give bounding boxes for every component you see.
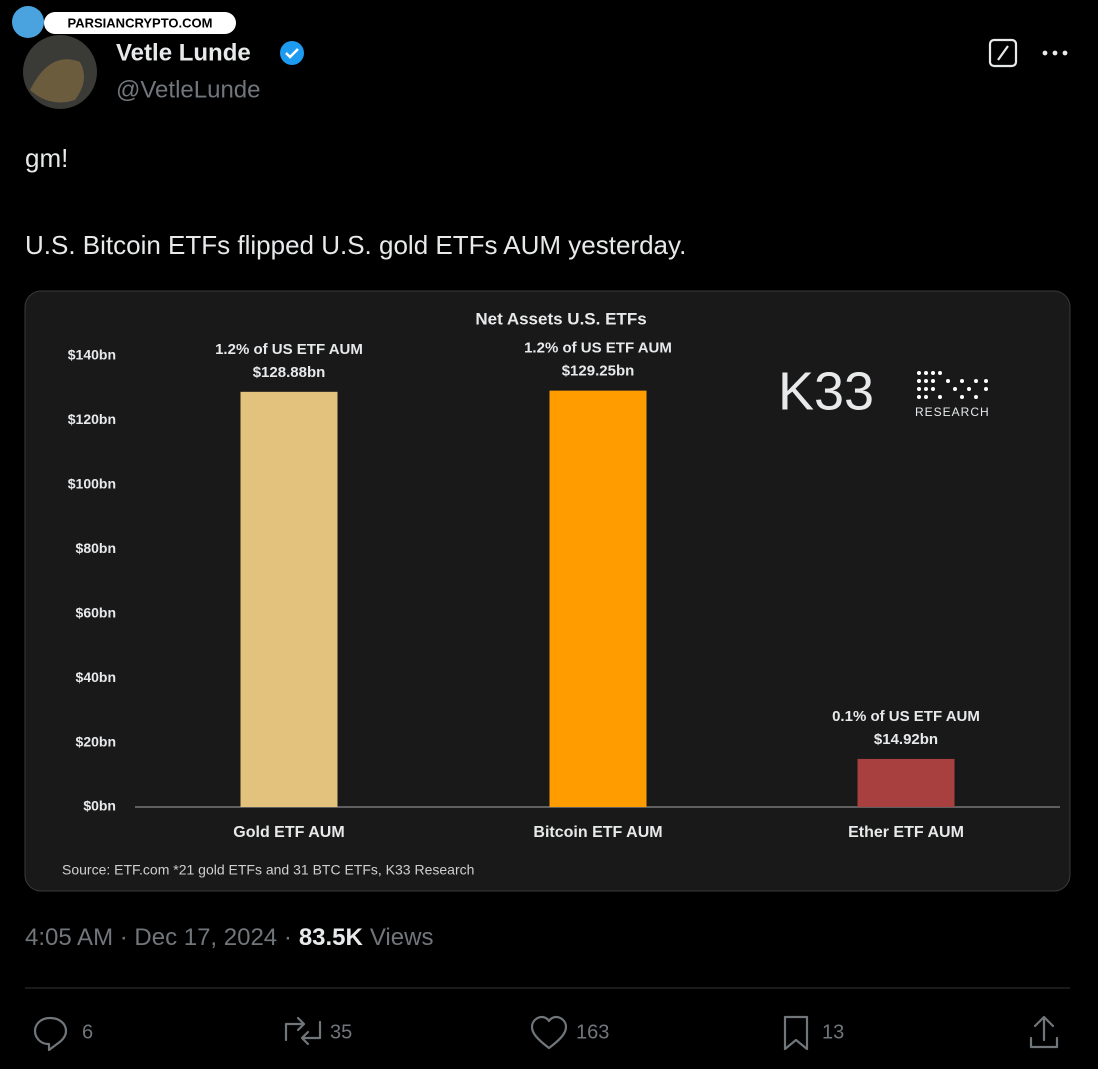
reply-icon[interactable] [33,1016,68,1052]
value-label: $14.92bn [874,731,938,748]
grok-icon[interactable] [988,38,1018,68]
x-tick-label: Ether ETF AUM [848,824,964,841]
tweet-line: gm! [25,143,68,173]
y-tick-label: $60bn [76,604,116,620]
like-icon[interactable] [530,1015,568,1050]
author-name[interactable]: Vetle Lunde [116,39,251,66]
repost-count[interactable]: 35 [330,1021,352,1043]
y-tick-label: $120bn [68,411,116,427]
chart[interactable]: Net Assets U.S. ETFs Source: ETF.com *21… [24,290,1071,892]
verified-check [285,48,299,59]
chart-source: Source: ETF.com *21 gold ETFs and 31 BTC… [62,862,474,878]
x-tick-label: Gold ETF AUM [233,824,344,841]
watermark: PARSIANCRYPTO.COM [68,15,213,30]
grok-slash [997,45,1009,61]
brand-dots [917,371,988,399]
bookmark-icon[interactable] [783,1015,809,1051]
annotation: 1.2% of US ETF AUM [524,340,672,357]
bar [549,390,647,807]
timestamp: 4:05 AM · Dec 17, 2024 · [25,924,292,951]
avatar-detail [30,59,84,103]
y-tick-label: $0bn [83,798,116,814]
reply-count[interactable]: 6 [82,1021,93,1043]
like-count[interactable]: 163 [576,1021,609,1043]
bar [240,391,338,807]
annotation: 0.1% of US ETF AUM [832,708,980,725]
repost-icon[interactable] [284,1016,322,1046]
brand-name: K33 [778,361,874,421]
share-icon[interactable] [1029,1015,1059,1049]
brand-sub: RESEARCH [915,405,990,419]
x-tick-label: Bitcoin ETF AUM [533,824,662,841]
y-tick-label: $20bn [76,733,116,749]
value-label: $128.88bn [253,364,326,381]
y-tick-label: $140bn [68,347,116,363]
value-label: $129.25bn [562,363,635,380]
annotation: 1.2% of US ETF AUM [215,341,363,358]
bar [857,758,955,807]
views-label: Views [370,924,434,951]
y-tick-label: $80bn [76,540,116,556]
meta: 4:05 AM · Dec 17, 2024 · 83.5K Views [25,924,433,951]
view-count: 83.5K [299,924,364,951]
more-icon[interactable] [1042,50,1068,56]
y-tick-label: $100bn [68,476,116,492]
bookmark-count[interactable]: 13 [822,1021,844,1043]
tweet-line: U.S. Bitcoin ETFs flipped U.S. gold ETFs… [25,230,686,260]
watermark-icon [12,6,44,38]
chart-title: Net Assets U.S. ETFs [475,309,646,328]
author-handle[interactable]: @VetleLunde [116,76,260,103]
verified-badge [280,41,304,65]
y-tick-label: $40bn [76,669,116,685]
watermark-box [44,12,236,34]
